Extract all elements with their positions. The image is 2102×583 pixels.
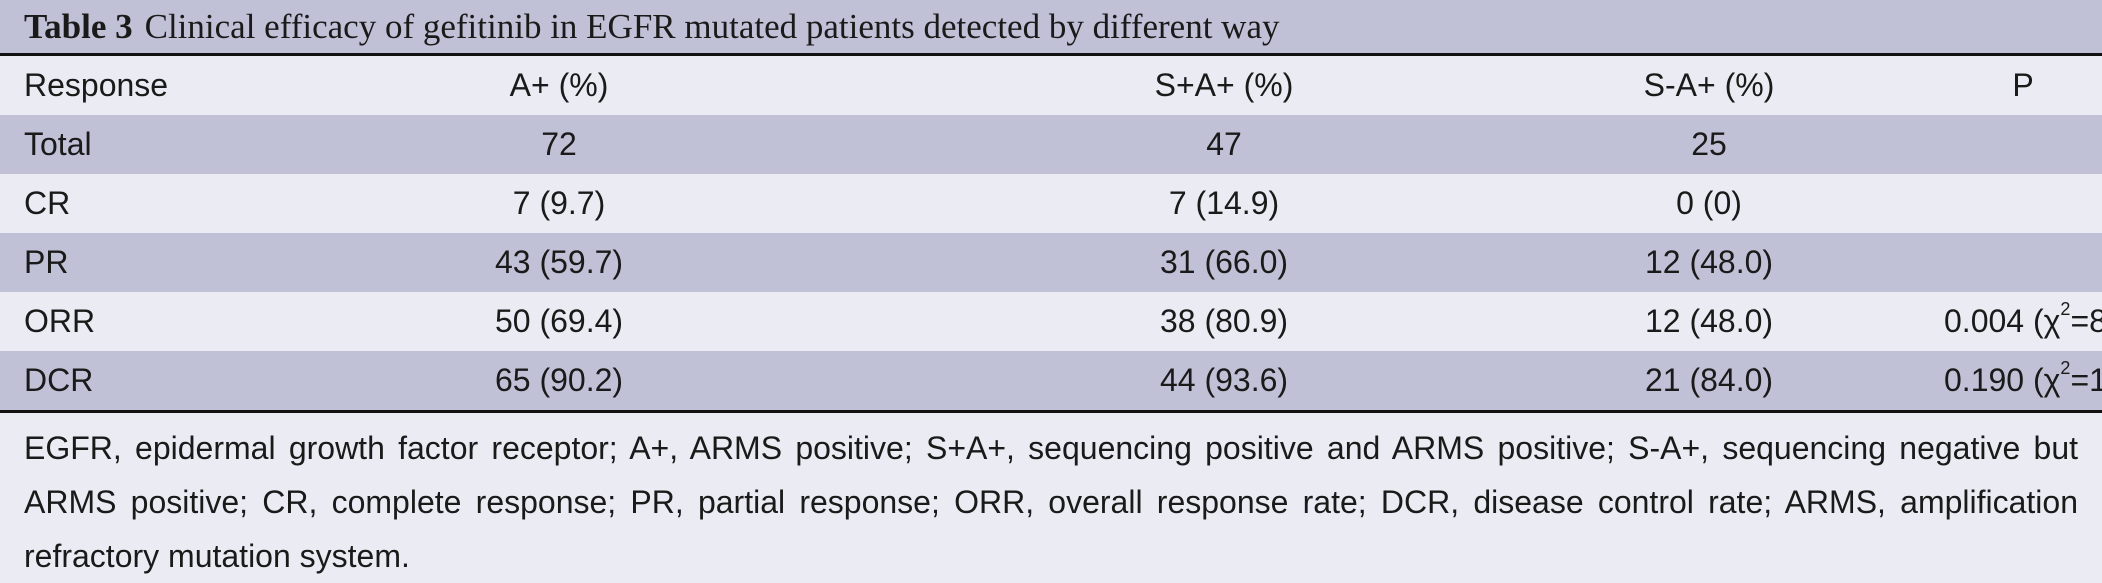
- p-value: 0.004: [1944, 303, 2025, 339]
- p-value: 0.190: [1944, 362, 2025, 398]
- cell-response: DCR: [0, 351, 294, 413]
- cell-a-pos: 72: [294, 115, 1024, 174]
- header-s-pos-a-pos: S+A+ (%): [1024, 56, 1424, 115]
- table-row: Total 72 47 25: [0, 115, 2102, 174]
- header-s-neg-a-pos: S-A+ (%): [1424, 56, 1944, 115]
- table-footnote: EGFR, epidermal growth factor receptor; …: [24, 430, 2078, 574]
- cell-a-pos: 43 (59.7): [294, 233, 1024, 292]
- header-p: P: [1944, 56, 2102, 115]
- cell-p: 0.004 (χ2=8.300): [1944, 292, 2102, 351]
- header-a-pos: A+ (%): [294, 56, 1024, 115]
- cell-s-neg-a-pos: 21 (84.0): [1424, 351, 1944, 413]
- cell-s-neg-a-pos: 0 (0): [1424, 174, 1944, 233]
- cell-s-pos-a-pos: 38 (80.9): [1024, 292, 1424, 351]
- chi-square-value: 1.720: [2089, 362, 2102, 398]
- cell-s-pos-a-pos: 31 (66.0): [1024, 233, 1424, 292]
- cell-s-neg-a-pos: 12 (48.0): [1424, 233, 1944, 292]
- cell-a-pos: 65 (90.2): [294, 351, 1024, 413]
- cell-p: 0.190 (χ2=1.720): [1944, 351, 2102, 413]
- table-row: PR 43 (59.7) 31 (66.0) 12 (48.0): [0, 233, 2102, 292]
- table-row: ORR 50 (69.4) 38 (80.9) 12 (48.0) 0.004 …: [0, 292, 2102, 351]
- cell-s-pos-a-pos: 47: [1024, 115, 1424, 174]
- chi-square-value: 8.300: [2089, 303, 2102, 339]
- cell-response: Total: [0, 115, 294, 174]
- cell-p: [1944, 115, 2102, 174]
- cell-s-neg-a-pos: 25: [1424, 115, 1944, 174]
- cell-response: CR: [0, 174, 294, 233]
- table-caption: Table 3 Clinical efficacy of gefitinib i…: [0, 0, 2102, 56]
- cell-s-pos-a-pos: 7 (14.9): [1024, 174, 1424, 233]
- cell-a-pos: 7 (9.7): [294, 174, 1024, 233]
- cell-s-neg-a-pos: 12 (48.0): [1424, 292, 1944, 351]
- cell-response: PR: [0, 233, 294, 292]
- cell-p: [1944, 174, 2102, 233]
- cell-response: ORR: [0, 292, 294, 351]
- cell-a-pos: 50 (69.4): [294, 292, 1024, 351]
- table-row: DCR 65 (90.2) 44 (93.6) 21 (84.0) 0.190 …: [0, 351, 2102, 413]
- cell-p: [1944, 233, 2102, 292]
- data-table: Response A+ (%) S+A+ (%) S-A+ (%) P Tota…: [0, 56, 2102, 413]
- table-label: Table 3: [24, 6, 133, 46]
- cell-s-pos-a-pos: 44 (93.6): [1024, 351, 1424, 413]
- header-response: Response: [0, 56, 294, 115]
- header-row: Response A+ (%) S+A+ (%) S-A+ (%) P: [0, 56, 2102, 115]
- table-title: Clinical efficacy of gefitinib in EGFR m…: [144, 6, 1280, 46]
- table-row: CR 7 (9.7) 7 (14.9) 0 (0): [0, 174, 2102, 233]
